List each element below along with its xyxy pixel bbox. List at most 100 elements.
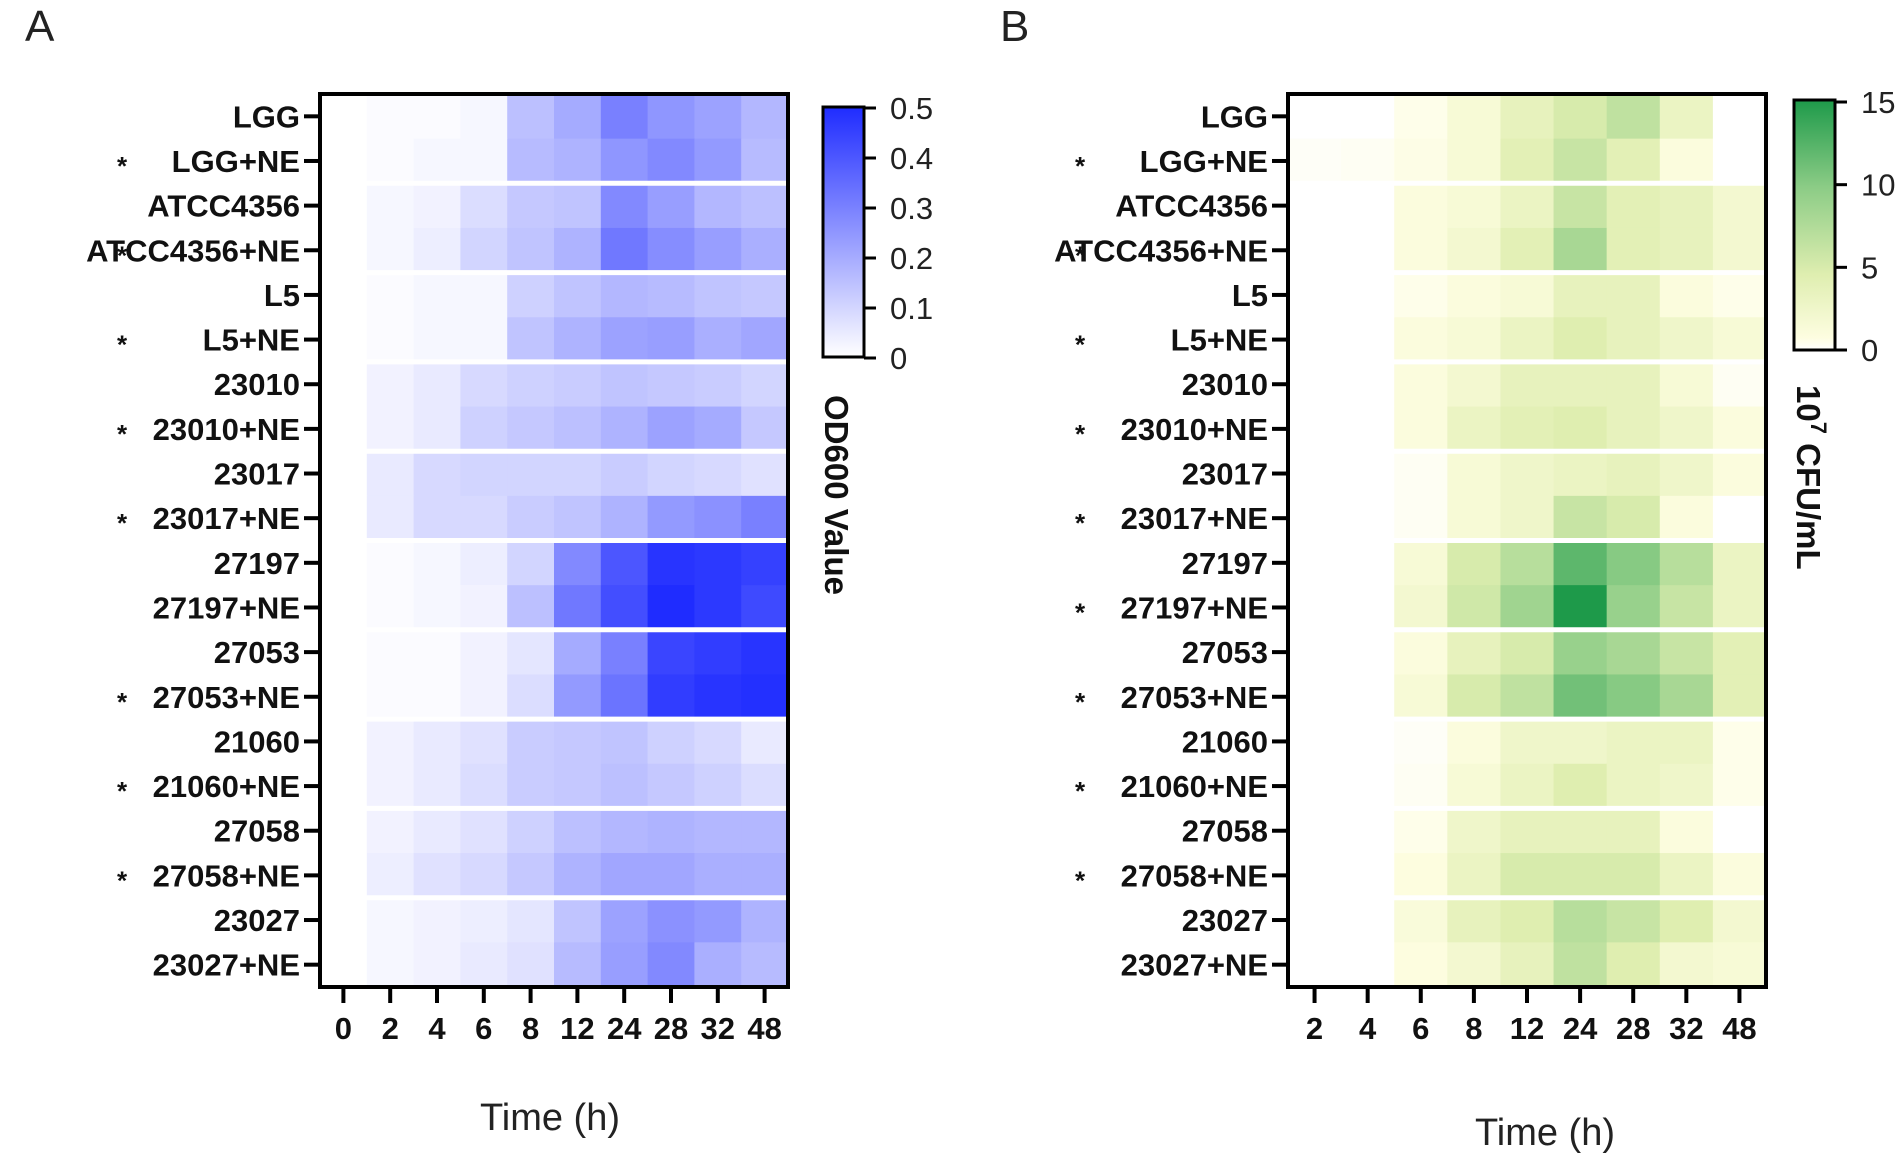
heatmap-cell — [413, 585, 461, 631]
heatmap-cell — [1606, 629, 1661, 676]
heatmap-cell — [1341, 138, 1395, 184]
heatmap-cell — [366, 495, 415, 542]
heatmap-cell — [694, 897, 742, 943]
colorbar-tick-label: 0.1 — [890, 291, 933, 326]
heatmap-cell — [1447, 763, 1502, 809]
heatmap-cell — [1606, 406, 1661, 452]
x-tick-label: 8 — [522, 1011, 539, 1046]
heatmap-cell — [600, 451, 649, 497]
heatmap-cell — [1288, 183, 1342, 229]
heatmap-cell — [554, 540, 602, 586]
heatmap-cell — [1659, 317, 1714, 363]
heatmap-cell — [741, 495, 789, 542]
heatmap-cell — [1447, 719, 1502, 765]
heatmap-cell — [366, 317, 415, 363]
heatmap-cell — [600, 629, 649, 676]
heatmap-cell — [694, 94, 742, 140]
heatmap-cell — [1341, 897, 1395, 943]
heatmap-cell — [741, 585, 789, 631]
row-label: 21060 — [1182, 724, 1268, 759]
heatmap-cell — [1606, 585, 1661, 631]
heatmap-cell — [1447, 406, 1502, 452]
heatmap-cell — [694, 495, 742, 542]
significance-star: * — [117, 865, 128, 895]
heatmap-cell — [600, 406, 649, 452]
heatmap-cell — [1712, 272, 1767, 318]
heatmap-cell — [694, 183, 742, 229]
heatmap-cell — [460, 763, 508, 809]
heatmap-cell — [600, 540, 649, 586]
heatmap-cell — [413, 138, 461, 184]
heatmap-cell — [1394, 674, 1448, 720]
heatmap-cell — [460, 317, 508, 363]
heatmap-cell — [694, 227, 742, 274]
heatmap-cell — [507, 138, 555, 184]
heatmap-cell — [647, 227, 695, 274]
heatmap-cell — [1553, 719, 1608, 765]
heatmap-cell — [1447, 629, 1502, 676]
x-tick-label: 12 — [560, 1011, 594, 1046]
heatmap-cell — [1394, 317, 1448, 363]
heatmap-cell — [600, 94, 649, 140]
x-tick-label: 24 — [1563, 1011, 1598, 1046]
heatmap-cell — [1288, 94, 1342, 140]
heatmap-cell — [600, 674, 649, 720]
heatmap-cell — [694, 138, 742, 184]
colorbar-b-title: 107 CFU/mL — [1790, 385, 1831, 570]
heatmap-cell — [460, 495, 508, 542]
heatmap-cell — [507, 227, 555, 274]
heatmap-cell — [366, 763, 415, 809]
heatmap-cell — [1659, 94, 1714, 140]
heatmap-cell — [413, 272, 461, 318]
heatmap-cell — [1447, 317, 1502, 363]
row-label: L5+NE — [1171, 323, 1268, 358]
row-label: ATCC4356 — [147, 189, 300, 224]
heatmap-cell — [647, 361, 695, 408]
heatmap-cell — [741, 227, 789, 274]
heatmap-cell — [1394, 94, 1448, 140]
heatmap-cell — [1606, 451, 1661, 497]
row-label: 27058 — [1182, 814, 1268, 849]
heatmap-cell — [647, 585, 695, 631]
heatmap-cell — [1606, 495, 1661, 542]
row-label: 27197+NE — [1121, 590, 1268, 625]
heatmap-cell — [507, 808, 555, 854]
heatmap-cell — [600, 763, 649, 809]
x-tick-label: 12 — [1510, 1011, 1544, 1046]
heatmap-cell — [1341, 808, 1395, 854]
row-label: 21060+NE — [153, 769, 300, 804]
heatmap-cell — [366, 585, 415, 631]
row-label: 23027+NE — [1121, 948, 1268, 983]
heatmap-cell — [413, 495, 461, 542]
heatmap-cell — [413, 942, 461, 988]
heatmap-cell — [1394, 361, 1448, 408]
heatmap-cell — [1606, 361, 1661, 408]
heatmap-cell — [647, 138, 695, 184]
heatmap-cell — [554, 808, 602, 854]
heatmap-cell — [1288, 361, 1342, 408]
heatmap-cell — [554, 183, 602, 229]
row-label: 23017 — [1182, 457, 1268, 492]
heatmap-cell — [647, 451, 695, 497]
heatmap-cell — [320, 719, 368, 765]
heatmap-cell — [413, 540, 461, 586]
heatmap-cell — [1500, 808, 1555, 854]
heatmap-cell — [1394, 853, 1448, 899]
heatmap-cell — [694, 808, 742, 854]
heatmap-cell — [507, 629, 555, 676]
heatmap-cell — [1606, 317, 1661, 363]
x-tick-label: 2 — [382, 1011, 399, 1046]
heatmap-cell — [554, 361, 602, 408]
heatmap-cell — [1712, 183, 1767, 229]
heatmap-cell — [694, 719, 742, 765]
heatmap-cell — [1712, 138, 1767, 184]
heatmap-cell — [600, 942, 649, 988]
heatmap-cell — [647, 763, 695, 809]
heatmap-cell — [1553, 897, 1608, 943]
heatmap-cell — [694, 763, 742, 809]
heatmap-cell — [1341, 942, 1395, 988]
heatmap-cell — [1553, 674, 1608, 720]
colorbar-a-ticks: 0.5 0.4 0.3 0.2 0.1 0 — [864, 91, 933, 376]
heatmap-cell — [647, 853, 695, 899]
heatmap-cell — [694, 361, 742, 408]
